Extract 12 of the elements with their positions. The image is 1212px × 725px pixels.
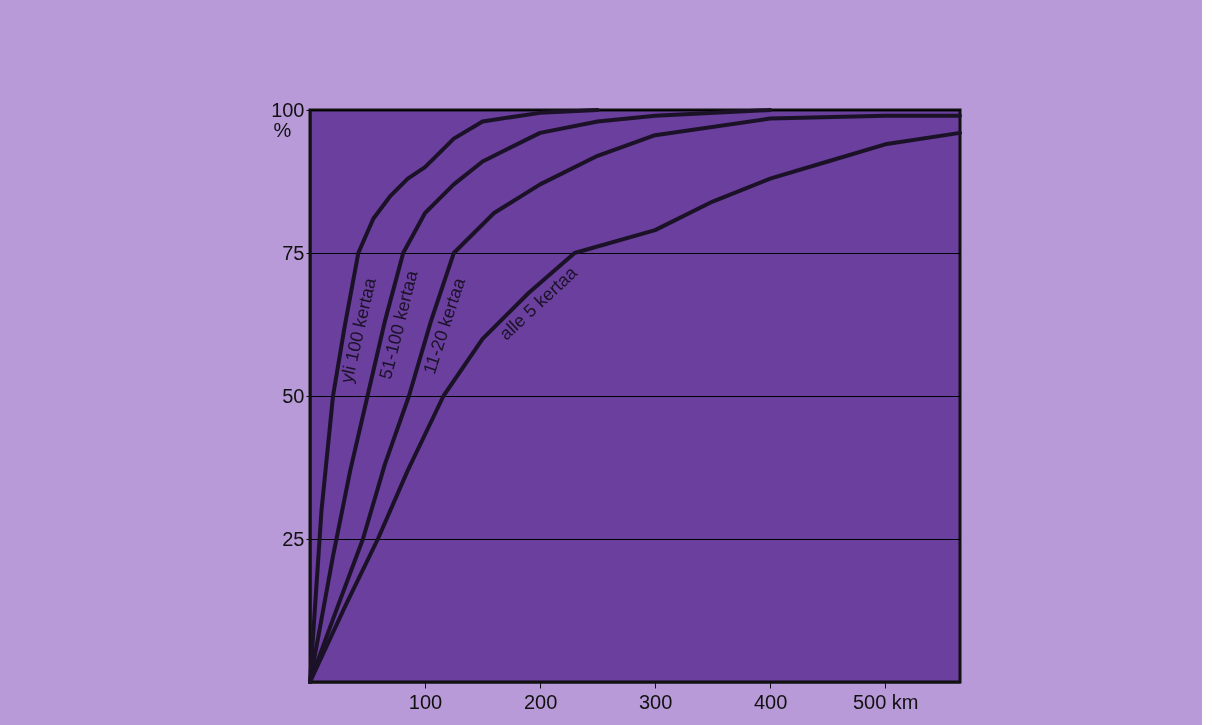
y-tick-label: 75	[282, 241, 305, 264]
x-tick-label: 200	[523, 690, 558, 713]
y-tick-label: 50	[282, 384, 305, 407]
x-tick-label: 100	[408, 690, 443, 713]
text: 51-100 kertaa	[375, 267, 422, 382]
x-tick-label: 500 km	[852, 690, 919, 713]
y-tick-label: 100	[271, 98, 305, 121]
text: 11-20 kertaa	[419, 274, 470, 377]
x-tick-label: 300	[638, 690, 673, 713]
y-axis-title: %	[273, 118, 292, 141]
x-tick-label: 400	[753, 690, 788, 713]
y-tick-label: 25	[282, 527, 305, 550]
